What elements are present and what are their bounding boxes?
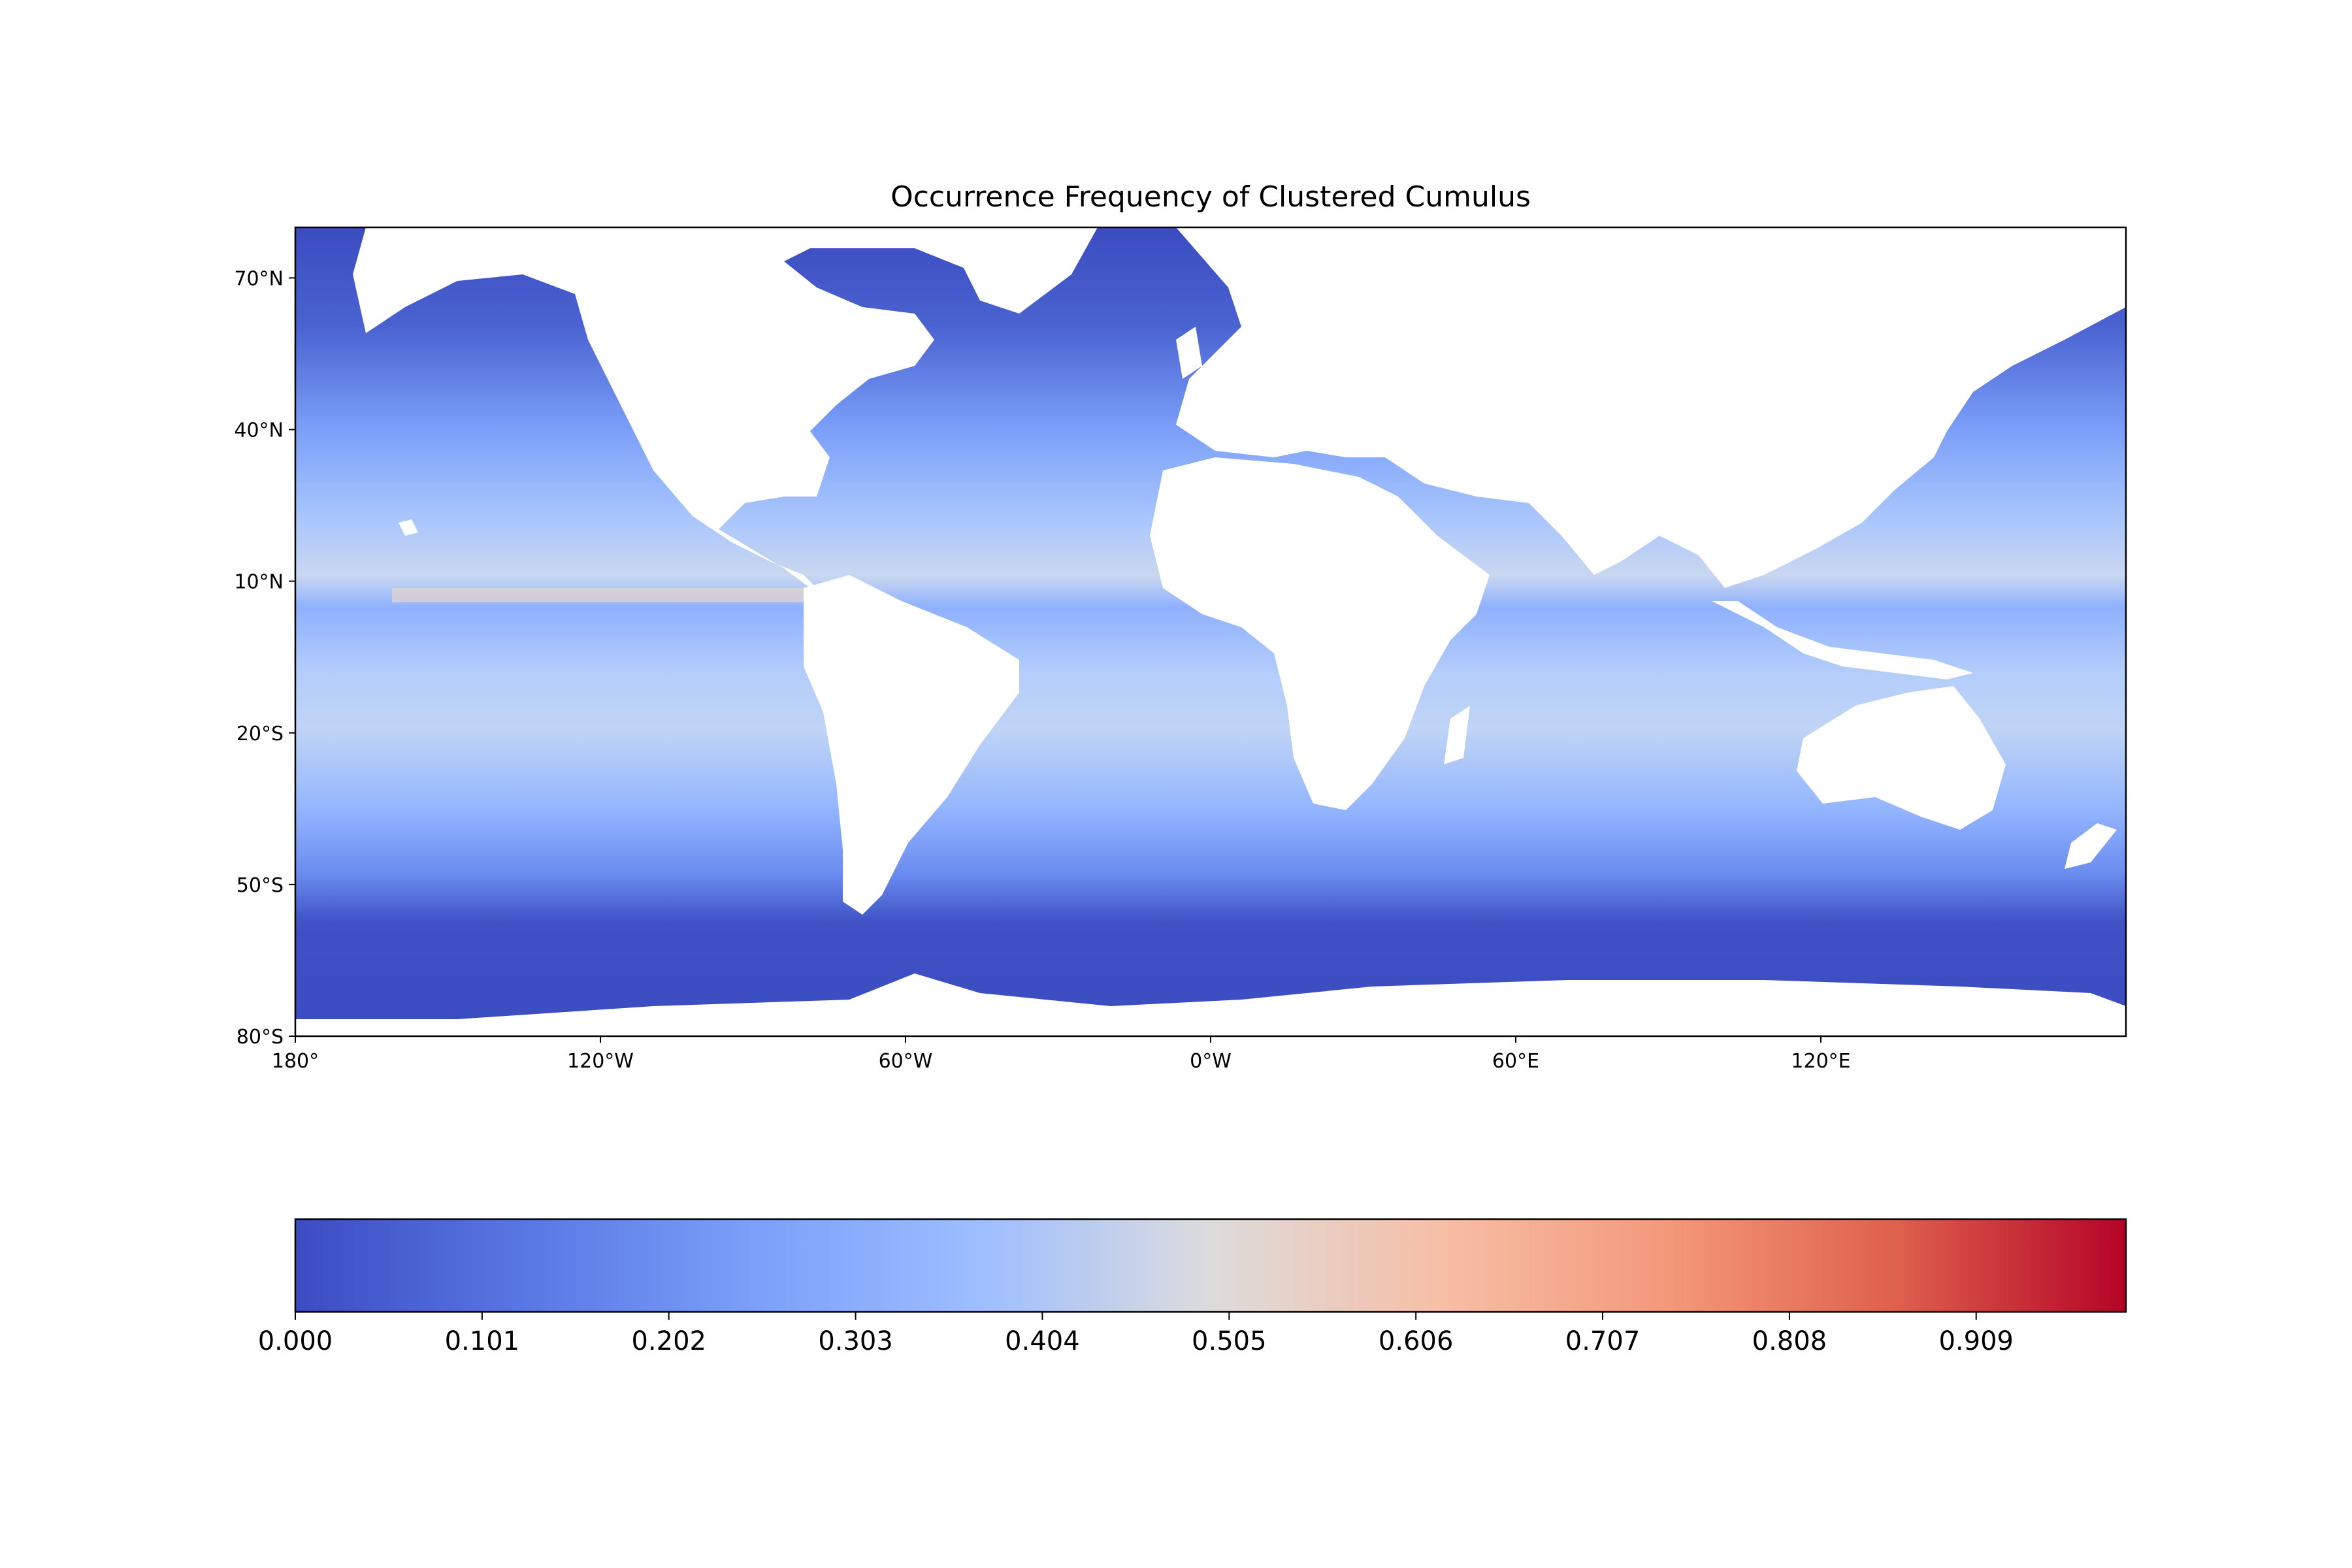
colorbar-tick-label: 0.606 bbox=[1379, 1326, 1454, 1356]
colorbar-tick-label: 0.101 bbox=[445, 1326, 520, 1356]
colorbar-tick-label: 0.808 bbox=[1752, 1326, 1827, 1356]
lat-tick-label: 40°N bbox=[234, 419, 284, 442]
lat-tick-label: 80°S bbox=[237, 1026, 284, 1049]
lon-tick-label: 120°E bbox=[1791, 1050, 1850, 1073]
lon-tick-label: 0°W bbox=[1190, 1050, 1232, 1073]
colorbar bbox=[294, 1218, 2127, 1313]
lat-tick-label: 70°N bbox=[234, 267, 284, 290]
colorbar-tick-label: 0.404 bbox=[1005, 1326, 1080, 1356]
longitude-axis: 180° 120°W 60°W 0°W 60°E 120°E bbox=[272, 1036, 1851, 1073]
map-area bbox=[295, 227, 2126, 1036]
chart-title: Occurrence Frequency of Clustered Cumulu… bbox=[890, 180, 1531, 214]
latitude-axis: 70°N 40°N 10°N 20°S 50°S 80°S bbox=[234, 267, 295, 1049]
uk-ireland bbox=[1176, 327, 1202, 379]
lat-tick-label: 50°S bbox=[237, 874, 284, 897]
africa bbox=[1150, 457, 1490, 810]
lon-tick-label: 60°W bbox=[879, 1050, 933, 1073]
australia bbox=[1797, 686, 2006, 830]
southeast-asia-islands bbox=[1712, 601, 1973, 679]
land-masses bbox=[295, 227, 2126, 1036]
antarctica bbox=[295, 973, 2126, 1036]
lon-tick-label: 60°E bbox=[1492, 1050, 1539, 1073]
colorbar-tick-label: 0.909 bbox=[1938, 1326, 2014, 1356]
hawaii bbox=[399, 519, 418, 536]
colorbar-tick-label: 0.000 bbox=[258, 1326, 333, 1356]
lon-tick-label: 120°W bbox=[567, 1050, 634, 1073]
europe-asia bbox=[1176, 227, 2126, 588]
colorbar-tick-label: 0.202 bbox=[631, 1326, 706, 1356]
lat-tick-label: 10°N bbox=[234, 571, 284, 594]
madagascar bbox=[1444, 706, 1470, 764]
itcz-band bbox=[392, 588, 817, 602]
colorbar-tick-label: 0.303 bbox=[818, 1326, 893, 1356]
lat-tick-label: 20°S bbox=[237, 723, 284, 745]
greenland bbox=[928, 227, 1098, 314]
lon-tick-label: 180° bbox=[272, 1050, 319, 1073]
colorbar-tick-label: 0.505 bbox=[1192, 1326, 1267, 1356]
colorbar-tick-label: 0.707 bbox=[1565, 1326, 1641, 1356]
japan bbox=[1921, 366, 1953, 431]
colorbar-axis: 0.000 0.101 0.202 0.303 0.404 0.505 0.606 0.707… bbox=[258, 1312, 2014, 1356]
north-america bbox=[353, 227, 1006, 601]
new-zealand bbox=[2065, 823, 2117, 869]
south-america bbox=[804, 575, 1019, 915]
